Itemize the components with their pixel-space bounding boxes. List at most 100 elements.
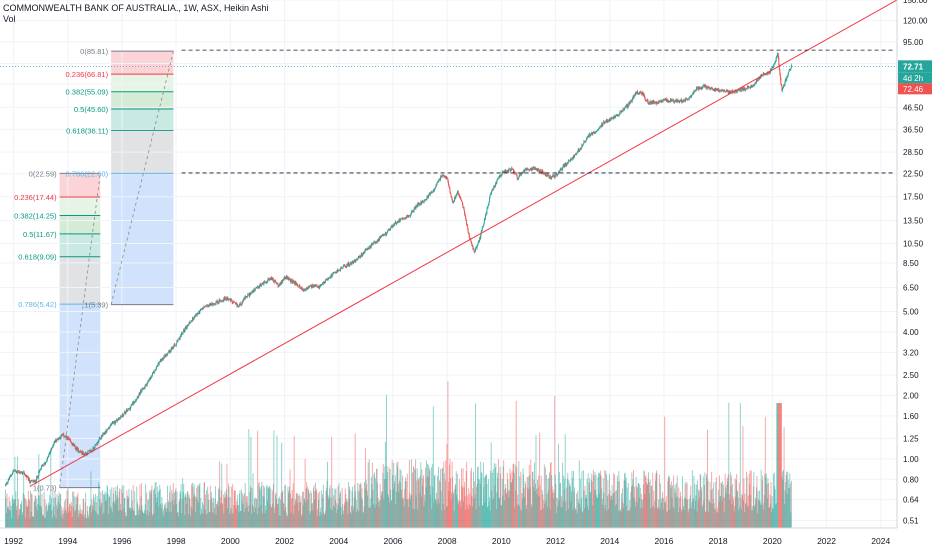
volume-bar [64, 510, 66, 528]
volume-bar [84, 502, 86, 528]
volume-bar [257, 483, 259, 528]
candle-body [392, 225, 394, 227]
candle-body [87, 451, 89, 455]
candle-body [418, 204, 420, 206]
volume-bar [640, 493, 642, 528]
candle-body [601, 123, 603, 127]
volume-bar [314, 491, 316, 528]
volume-bar [141, 505, 143, 528]
candle-body [703, 85, 705, 86]
candle-body [352, 261, 354, 262]
candle-body [561, 169, 563, 171]
volume-bar [231, 486, 233, 528]
candle-body [539, 171, 541, 173]
candle-body [168, 349, 170, 353]
volume-bar [204, 482, 205, 528]
drawings[interactable] [0, 0, 898, 489]
candle-body [779, 74, 781, 79]
candle-body [115, 419, 117, 421]
candle-body [470, 238, 472, 242]
volume-bar [57, 501, 59, 528]
candle-body [415, 205, 417, 209]
candle-body [241, 303, 242, 305]
volume-bar [182, 492, 184, 528]
candle-body [377, 240, 379, 243]
volume-bar [557, 443, 559, 528]
candle-body [333, 272, 335, 274]
volume-bar [518, 461, 520, 528]
volume-bar [336, 503, 338, 528]
candle-body [136, 396, 138, 399]
candle-body [631, 98, 633, 102]
candle-body [296, 283, 298, 285]
time-axis[interactable]: 1992 1994 1996 1998 2000 2002 2004 2006 2008 2010… [0, 527, 897, 550]
volume-legend: Vol [3, 14, 16, 24]
volume-bar [54, 490, 56, 528]
volume-bar [257, 430, 259, 528]
candle-body [410, 211, 412, 214]
candle-body [345, 266, 347, 268]
volume-bar [552, 489, 554, 528]
candle-body [493, 186, 495, 190]
candle-body [631, 101, 633, 102]
candle-body [212, 304, 214, 306]
volume-bar [501, 478, 503, 528]
candle-body [503, 171, 505, 174]
candle-body [250, 293, 252, 295]
candle-body [42, 465, 44, 466]
candle-body [477, 245, 479, 246]
volume-bar [691, 502, 693, 528]
volume-bar [720, 495, 721, 528]
volume-bar [698, 489, 700, 528]
volume-bar [561, 496, 562, 528]
candle-body [183, 329, 185, 332]
volume-bar [384, 441, 386, 528]
volume-bar [76, 497, 78, 528]
volume-bar [372, 489, 374, 528]
candle-body [468, 232, 470, 234]
candle-body [296, 284, 298, 285]
candle-body [252, 290, 254, 292]
volume-bar [640, 508, 642, 528]
volume-bar [318, 491, 320, 528]
fib2-level-label: 0.5(45.60) [74, 105, 109, 114]
candle-body [181, 332, 183, 336]
candle-body [147, 381, 149, 382]
candle-body [329, 277, 331, 279]
candle-body [599, 126, 601, 128]
volume-bar [371, 484, 373, 528]
volume-bar [432, 486, 434, 528]
volume-bar [343, 513, 345, 528]
candle-body [120, 416, 122, 418]
candle-body [765, 73, 767, 75]
volume-bar [303, 491, 305, 528]
volume-bar [281, 491, 283, 528]
volume-bar [789, 483, 791, 528]
volume-bar [569, 483, 571, 528]
candle-body [227, 298, 229, 300]
candle-body [214, 303, 216, 305]
volume-bar [434, 498, 436, 528]
price-axis[interactable]: 150.00120.0095.0075.0060.0046.5036.5028.… [896, 0, 932, 550]
volume-bar [170, 501, 172, 528]
candle-body [45, 462, 47, 464]
volume-bar [499, 466, 501, 528]
candle-body [708, 86, 710, 89]
candle-body [757, 78, 759, 80]
volume-bar [190, 506, 192, 528]
candle-body [124, 411, 126, 414]
candle-body [170, 348, 172, 352]
volume-bar [368, 507, 370, 528]
volume-bar [22, 492, 24, 528]
volume-bar [707, 429, 708, 528]
candle-body [474, 251, 476, 252]
volume-bar [554, 474, 556, 528]
volume-bar [225, 489, 227, 528]
candle-body [284, 276, 286, 279]
volume-bar [413, 467, 415, 528]
volume-bar [539, 432, 541, 528]
volume-bar [252, 504, 253, 528]
candle-body [601, 123, 603, 126]
candle-body [310, 285, 312, 288]
